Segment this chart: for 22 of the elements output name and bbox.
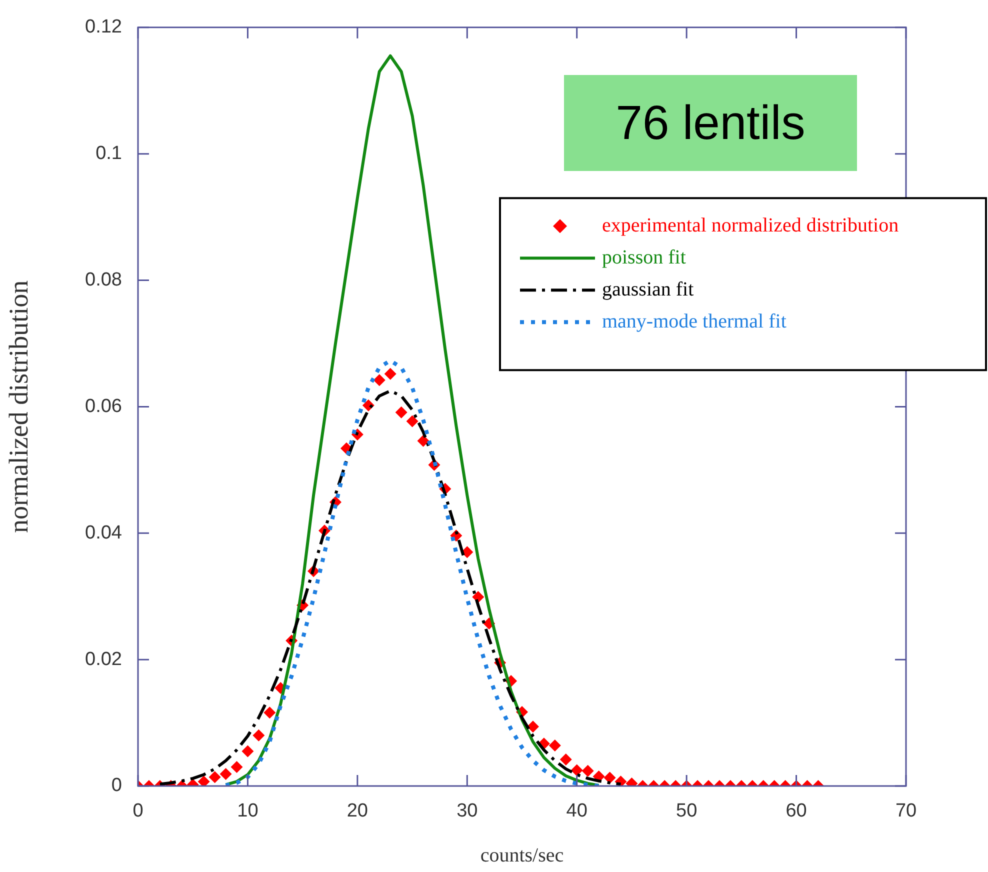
y-tick-label: 0.12: [85, 16, 122, 38]
x-axis-title: counts/sec: [480, 844, 564, 866]
y-axis-title: normalized distribution: [3, 280, 34, 534]
legend-label: gaussian fit: [602, 278, 694, 300]
y-tick-label: 0.06: [85, 396, 122, 417]
x-tick-label: 40: [566, 800, 588, 822]
y-tick-label: 0.02: [85, 648, 122, 670]
x-tick-label: 20: [346, 800, 368, 822]
x-tick-label: 70: [895, 800, 917, 822]
y-tick-label: 0.04: [85, 522, 122, 544]
x-tick-label: 30: [456, 800, 478, 822]
annotation: 76 lentils: [564, 75, 857, 171]
legend-label: many-mode thermal fit: [602, 310, 787, 332]
legend-label: poisson fit: [602, 246, 686, 268]
legend-label: experimental normalized distribution: [602, 214, 899, 236]
x-tick-label: 50: [676, 800, 698, 822]
y-tick-label: 0: [111, 775, 122, 796]
x-tick-label: 0: [132, 800, 144, 822]
x-tick-label: 10: [237, 800, 258, 822]
y-tick-label: 0.08: [85, 270, 122, 290]
x-tick-label: 60: [786, 800, 807, 822]
y-tick-label: 0.1: [96, 143, 122, 164]
